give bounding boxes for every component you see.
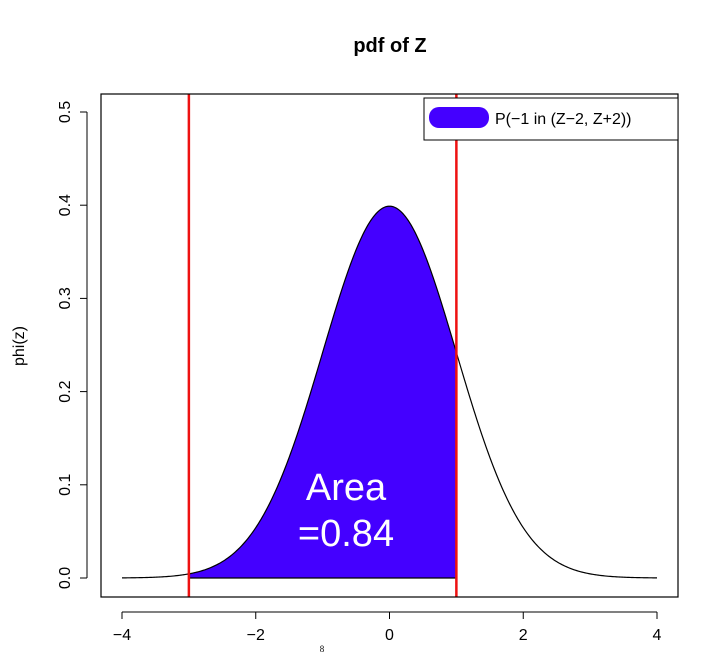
chart-title: pdf of Z bbox=[353, 35, 426, 57]
density-curve bbox=[121, 205, 658, 579]
stray-mark: 8 bbox=[320, 644, 325, 653]
legend: P(−1 in (Z−2, Z+2)) bbox=[423, 97, 679, 141]
y-tick-label: 0.1 bbox=[57, 474, 74, 496]
y-tick-label: 0.0 bbox=[57, 567, 74, 589]
x-tick-label: 2 bbox=[519, 627, 528, 644]
plot-frame bbox=[100, 93, 679, 598]
y-tick-label: 0.3 bbox=[57, 287, 74, 309]
y-tick-label: 0.5 bbox=[57, 101, 74, 123]
x-tick-label: 0 bbox=[385, 627, 394, 644]
x-tick-label: 4 bbox=[653, 627, 662, 644]
y-axis-label: phi(z) bbox=[11, 326, 28, 366]
shaded-area bbox=[188, 206, 457, 578]
plot-area bbox=[121, 94, 658, 597]
x-axis: −4 −2 0 2 4 bbox=[113, 611, 662, 644]
y-axis: 0.0 0.1 0.2 0.3 0.4 0.5 bbox=[57, 101, 88, 589]
area-annotation-line2: =0.84 bbox=[298, 513, 394, 555]
legend-label: P(−1 in (Z−2, Z+2)) bbox=[495, 111, 632, 128]
area-annotation-line1: Area bbox=[306, 467, 387, 509]
x-tick-label: −4 bbox=[113, 627, 131, 644]
y-tick-label: 0.2 bbox=[57, 380, 74, 402]
y-tick-label: 0.4 bbox=[57, 194, 74, 216]
x-tick-label: −2 bbox=[247, 627, 265, 644]
legend-swatch bbox=[429, 107, 489, 128]
